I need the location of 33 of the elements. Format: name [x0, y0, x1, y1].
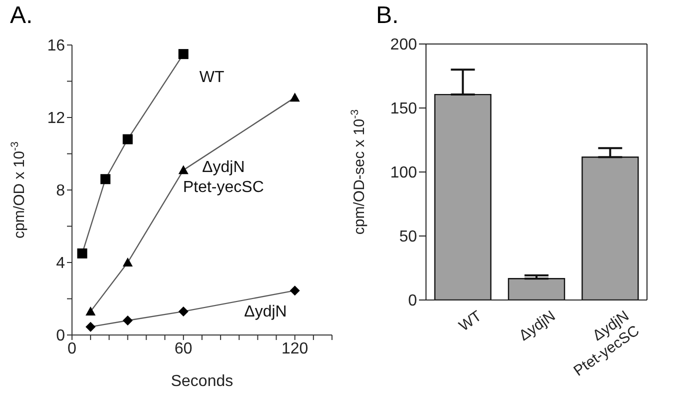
point [86, 322, 96, 332]
point [290, 92, 300, 102]
y-tick-label: 50 [399, 228, 418, 246]
x-tick-label: 60 [174, 340, 192, 358]
chart-title: A. [10, 2, 33, 30]
y-tick-label: 100 [390, 164, 418, 182]
bar [582, 156, 639, 300]
y-tick-label: 16 [47, 38, 66, 55]
series-label: ΔydjN Ptet-yecSC [182, 159, 264, 196]
y-tick-label: 0 [408, 292, 418, 310]
x-tick-label: WT [456, 308, 485, 335]
y-tick-label: 150 [390, 100, 418, 118]
bar [508, 278, 566, 300]
y-tick-label: 4 [56, 255, 66, 272]
y-tick-label: 200 [390, 36, 418, 54]
x-tick-label: 0 [68, 340, 77, 358]
x-tick-label: 120 [282, 340, 308, 358]
point [100, 174, 110, 184]
point [122, 258, 133, 266]
bar [434, 94, 492, 300]
y-tick-label: 12 [47, 110, 66, 128]
point [77, 248, 88, 258]
point [178, 306, 188, 316]
point [122, 134, 133, 144]
y-tick-label: 8 [56, 182, 66, 200]
point [122, 316, 133, 326]
chart-title: B. [376, 2, 399, 30]
point [178, 49, 188, 60]
point [86, 306, 96, 316]
point [290, 286, 300, 296]
series-label: WT [199, 69, 225, 86]
x-axis-title: Seconds [170, 373, 234, 390]
point [178, 165, 188, 174]
